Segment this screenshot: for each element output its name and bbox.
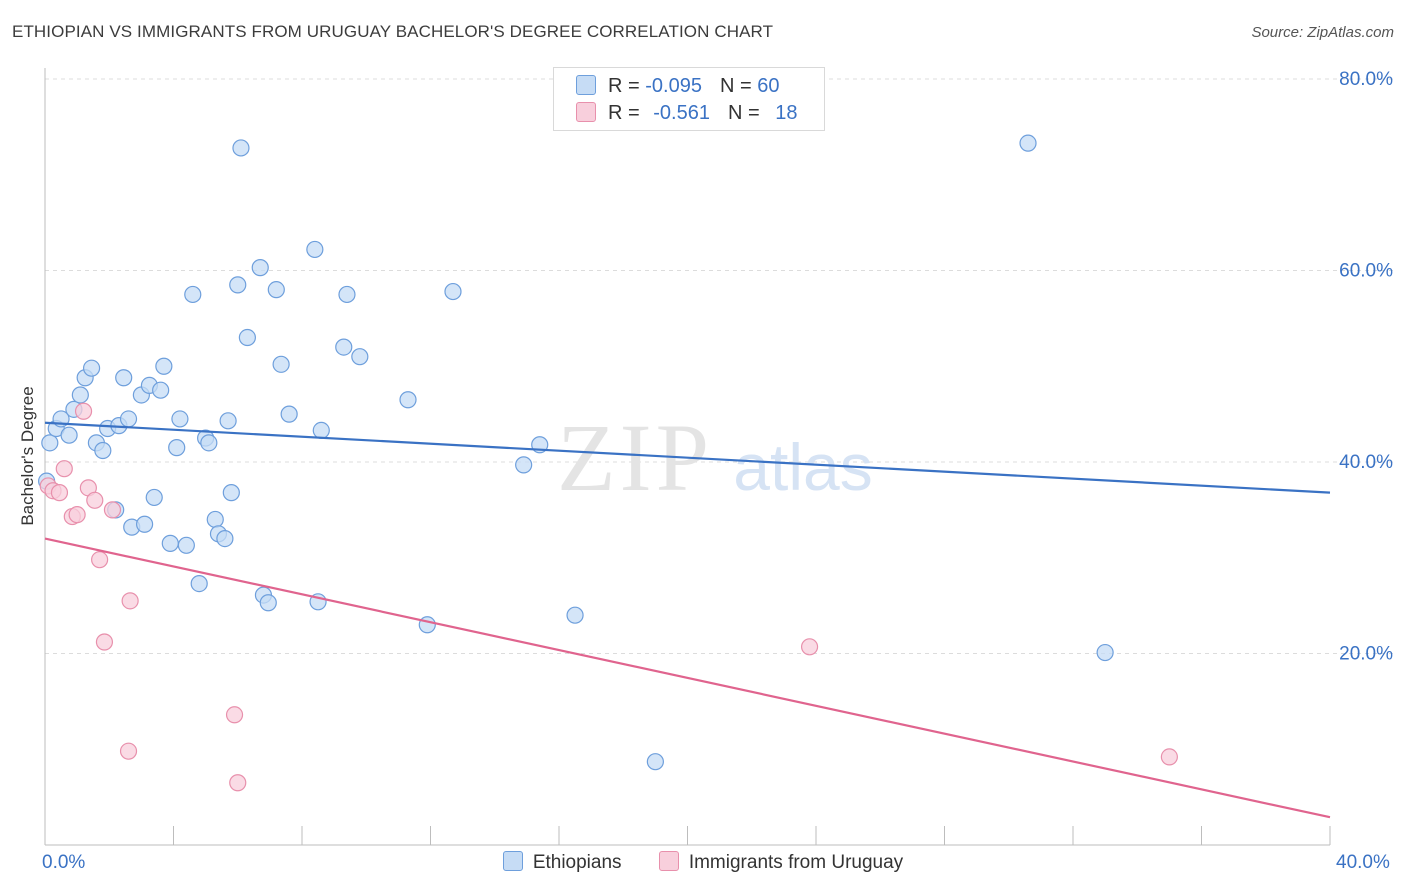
uruguay-point <box>103 501 122 519</box>
uruguay-point <box>74 402 93 420</box>
uruguay-point <box>121 592 139 610</box>
ethiopians-point <box>222 484 240 502</box>
ethiopians-point <box>312 421 330 440</box>
ethiopians-point <box>238 328 256 347</box>
ethiopians-point <box>41 434 59 452</box>
ethiopians-point <box>306 240 324 259</box>
uruguay-point <box>229 774 247 792</box>
ethiopians-point <box>232 139 250 157</box>
ethiopians-point <box>60 426 78 444</box>
ethiopians-points <box>38 134 1114 771</box>
legend-row-uruguay: R = -0.561 N = 18 <box>576 102 797 126</box>
ethiopians-point <box>161 534 179 552</box>
uruguay-n-value: 18 <box>775 102 798 124</box>
ethiopians-point <box>71 386 89 404</box>
uruguay-trend-line <box>44 537 1331 819</box>
legend-item-ethiopians: Ethiopians <box>502 851 622 874</box>
legend-item-uruguay: Immigrants from Uruguay <box>658 851 903 874</box>
ethiopians-point <box>184 285 202 304</box>
ethiopians-point <box>267 281 285 299</box>
watermark: ZIP atlas <box>557 404 873 511</box>
ethiopians-point <box>272 355 290 373</box>
ethiopians-point <box>119 410 138 428</box>
uruguay-point <box>1160 748 1178 766</box>
ethiopians-point <box>1096 643 1114 662</box>
y-tick-label: 60.0% <box>1339 261 1393 282</box>
ethiopians-point <box>190 575 208 593</box>
ethiopians-point <box>259 594 277 612</box>
ethiopians-point <box>216 529 234 548</box>
ethiopians-point <box>229 276 247 294</box>
ethiopians-point <box>566 606 584 624</box>
y-tick-label: 20.0% <box>1339 644 1393 665</box>
y-tick-label: 40.0% <box>1339 452 1393 473</box>
ethiopians-point <box>515 456 533 474</box>
uruguay-point <box>119 742 138 760</box>
source-label: Source: ZipAtlas.com <box>1251 24 1394 41</box>
ethiopians-point <box>177 536 195 554</box>
x-tick-label-max: 40.0% <box>1336 852 1390 873</box>
ethiopians-n-value: 60 <box>757 75 780 97</box>
uruguay-r-value: -0.561 <box>653 102 710 124</box>
ethiopians-point <box>171 410 189 428</box>
trend-lines <box>44 421 1331 819</box>
ethiopians-point <box>94 441 112 460</box>
uruguay-point <box>800 638 819 656</box>
uruguay-point <box>95 633 114 651</box>
ethiopians-point <box>338 285 356 304</box>
ethiopians-point <box>135 515 154 533</box>
ethiopians-point <box>351 348 369 366</box>
ethiopians-point <box>200 434 218 452</box>
ethiopians-point <box>251 259 269 277</box>
correlation-legend: R = -0.095 N = 60 R = -0.561 N = 18 <box>553 67 825 131</box>
y-tick-label: 80.0% <box>1339 69 1393 90</box>
ethiopians-point <box>152 381 170 399</box>
ethiopians-point <box>115 369 133 387</box>
uruguay-point <box>50 484 69 502</box>
ethiopians-swatch <box>576 75 596 95</box>
axes <box>44 68 1331 846</box>
ethiopians-trend-line <box>44 421 1331 494</box>
uruguay-point <box>225 706 244 724</box>
uruguay-point <box>86 491 104 509</box>
ethiopians-point <box>444 282 462 301</box>
ethiopians-point <box>155 357 173 375</box>
y-tick-labels: 20.0% 40.0% 60.0% 80.0% <box>1339 69 1393 665</box>
grid-lines <box>45 78 1393 654</box>
ethiopians-point <box>168 439 186 457</box>
x-tick-label-min: 0.0% <box>42 852 86 873</box>
ethiopians-point <box>399 391 417 409</box>
ethiopians-point <box>82 359 101 377</box>
ethiopians-point <box>219 412 237 430</box>
chart-title: ETHIOPIAN VS IMMIGRANTS FROM URUGUAY BAC… <box>12 22 774 41</box>
ethiopians-point <box>1019 134 1037 152</box>
legend-row-ethiopians: R = -0.095 N = 60 <box>576 75 779 99</box>
ethiopians-point <box>280 405 298 423</box>
uruguay-point <box>55 460 73 478</box>
uruguay-points <box>39 402 1178 792</box>
series-legend: Ethiopians Immigrants from Uruguay <box>0 851 1406 874</box>
uruguay-point <box>91 551 109 569</box>
uruguay-point <box>68 506 86 524</box>
ethiopians-point <box>335 338 353 356</box>
ethiopians-point <box>206 510 224 529</box>
ethiopians-point <box>145 488 163 507</box>
uruguay-swatch <box>576 102 596 122</box>
ethiopians-r-value: -0.095 <box>645 75 702 97</box>
ethiopians-point <box>646 753 664 771</box>
